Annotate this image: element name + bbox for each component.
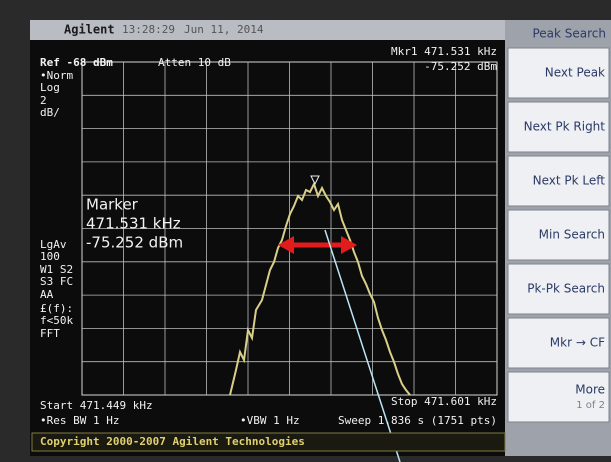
video-bandwidth: •VBW 1 Hz (240, 414, 300, 427)
marker-box-freq: 471.531 kHz (86, 215, 181, 233)
softkey[interactable] (507, 101, 610, 153)
side-label: dB/ (40, 106, 60, 119)
side-label: W1 S2 (40, 263, 73, 276)
side-label: AA (40, 288, 54, 301)
softkey-label[interactable]: Next Pk Left (533, 174, 606, 188)
marker-title: Marker (86, 196, 139, 214)
header-bar (30, 20, 505, 40)
softkey[interactable] (507, 155, 610, 207)
annotation-arrow (278, 236, 357, 254)
brand: Agilent (64, 23, 115, 37)
spectrum-trace (229, 181, 411, 396)
time: 13:28:29 (122, 23, 175, 36)
side-label: Log (40, 81, 60, 94)
softkey-label[interactable]: Next Peak (545, 66, 605, 80)
softkeys: Next Peak Next Pk Right Next Pk Left Min Se… (507, 47, 610, 423)
marker-frequency: Mkr1 471.531 kHz (391, 45, 497, 58)
softkey-label[interactable]: Pk-Pk Search (527, 282, 605, 296)
side-label: 100 (40, 250, 60, 263)
softkey-sublabel[interactable]: 1 of 2 (576, 400, 605, 411)
softkey[interactable] (507, 371, 610, 423)
side-label: S3 FC (40, 275, 73, 288)
softkey[interactable] (507, 209, 610, 261)
softkey-label[interactable]: Mkr → CF (550, 336, 605, 350)
side-label: £(f): (40, 302, 73, 315)
marker-box-level: -75.252 dBm (86, 234, 183, 252)
softkey-label[interactable]: Min Search (539, 228, 605, 242)
copyright: Copyright 2000-2007 Agilent Technologies (40, 435, 305, 448)
footer-bar (31, 432, 506, 452)
side-label: FFT (40, 327, 60, 340)
date: Jun 11, 2014 (184, 23, 264, 36)
pointer-line (324, 229, 401, 462)
marker-diamond (310, 175, 320, 186)
marker-level: -75.252 dBm (424, 60, 497, 73)
softkey[interactable] (507, 263, 610, 315)
side-label: •Norm (40, 69, 73, 82)
softkey-label[interactable]: Next Pk Right (524, 120, 606, 134)
attenuation: Atten 10 dB (158, 56, 231, 69)
softkey[interactable] (507, 317, 610, 369)
resolution-bandwidth: •Res BW 1 Hz (40, 414, 119, 427)
softkey-label[interactable]: More (575, 383, 605, 397)
menu-title: Peak Search (532, 27, 606, 41)
softkey[interactable] (507, 47, 610, 99)
ref-level: Ref -68 dBm (40, 56, 113, 69)
side-label: f<50k (40, 314, 73, 327)
side-label: LgAv (40, 238, 67, 251)
side-label: 2 (40, 94, 47, 107)
start-frequency: Start 471.449 kHz (40, 399, 153, 412)
sweep-time: Sweep 1.836 s (1751 pts) (338, 414, 497, 427)
graticule (81, 61, 498, 396)
stop-frequency: Stop 471.601 kHz (391, 395, 497, 408)
